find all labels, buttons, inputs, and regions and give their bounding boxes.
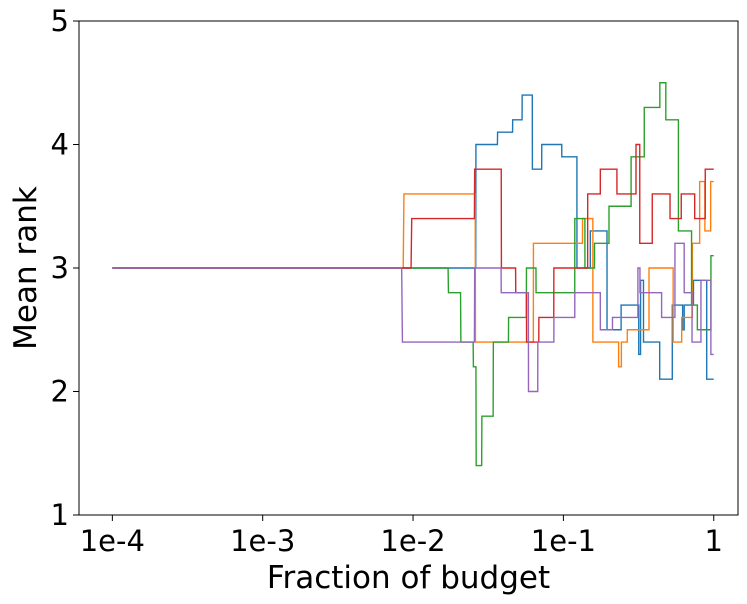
y-axis: 1 2 3 4 5 <box>51 4 79 532</box>
y-tick-label: 1 <box>51 498 69 532</box>
series-line-1 <box>112 94 714 380</box>
y-tick-label: 5 <box>51 4 69 38</box>
series-line-2 <box>112 180 714 368</box>
series-line-5 <box>112 242 714 393</box>
y-tick-label: 3 <box>51 251 69 285</box>
y-tick-label: 4 <box>51 128 69 162</box>
x-axis: 1e-4 1e-3 1e-2 1e-1 1 <box>80 515 723 558</box>
x-tick-label: 1e-2 <box>380 524 445 558</box>
x-tick-label: 1e-4 <box>80 524 145 558</box>
x-tick-label: 1e-3 <box>230 524 295 558</box>
x-tick-label: 1 <box>705 524 723 558</box>
y-axis-label: Mean rank <box>8 186 44 350</box>
series-line-3 <box>112 82 714 467</box>
x-tick-label: 1e-1 <box>531 524 596 558</box>
x-axis-label: Fraction of budget <box>267 560 550 596</box>
y-tick-label: 2 <box>51 375 69 409</box>
series-lines <box>112 82 714 467</box>
series-line-4 <box>112 143 714 343</box>
